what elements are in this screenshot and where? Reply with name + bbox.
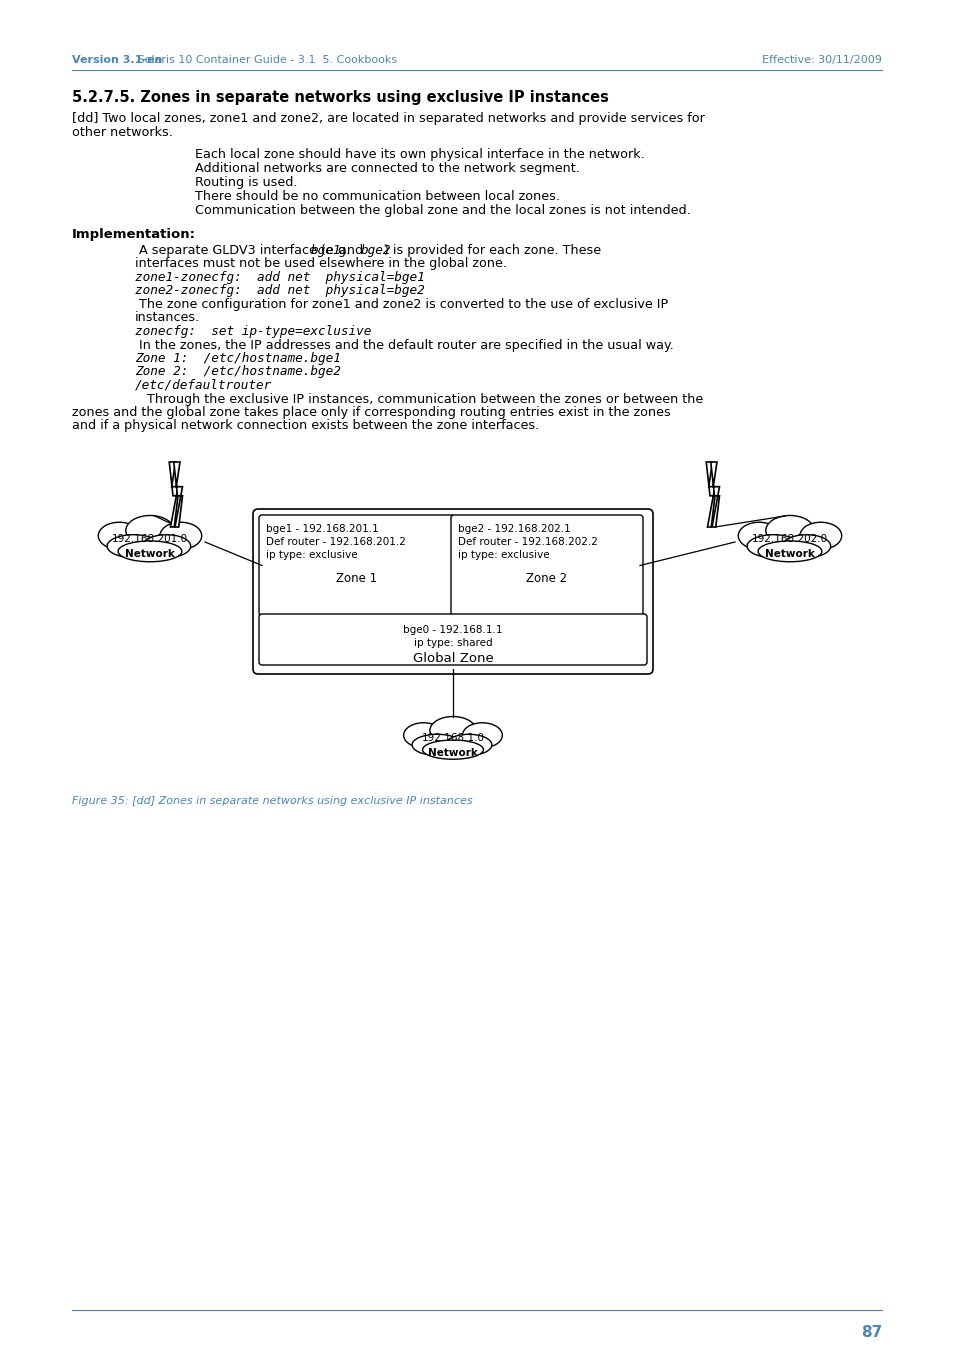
Ellipse shape xyxy=(422,740,483,759)
Ellipse shape xyxy=(430,716,476,744)
Text: [dd] Two local zones, zone1 and zone2, are located in separated networks and pro: [dd] Two local zones, zone1 and zone2, a… xyxy=(71,112,704,126)
Text: ) is provided for each zone. These: ) is provided for each zone. These xyxy=(384,245,600,257)
Text: bge2 - 192.168.202.1: bge2 - 192.168.202.1 xyxy=(457,524,570,534)
Text: and: and xyxy=(335,245,367,257)
Text: There should be no communication between local zones.: There should be no communication between… xyxy=(194,190,559,203)
Text: Def router - 192.168.201.2: Def router - 192.168.201.2 xyxy=(266,536,405,547)
Text: Through the exclusive IP instances, communication between the zones or between t: Through the exclusive IP instances, comm… xyxy=(135,393,702,407)
FancyBboxPatch shape xyxy=(451,515,642,616)
Text: Version 3.1-en: Version 3.1-en xyxy=(71,55,162,65)
Text: zone2-zonecfg:  add net  physical=bge2: zone2-zonecfg: add net physical=bge2 xyxy=(135,284,424,297)
Text: Solaris 10 Container Guide - 3.1  5. Cookbooks: Solaris 10 Container Guide - 3.1 5. Cook… xyxy=(133,55,396,65)
Ellipse shape xyxy=(142,535,191,558)
Text: Routing is used.: Routing is used. xyxy=(194,176,297,189)
Text: 87: 87 xyxy=(860,1325,882,1340)
Ellipse shape xyxy=(738,523,780,550)
Text: Implementation:: Implementation: xyxy=(71,228,195,240)
Text: Zone 2: Zone 2 xyxy=(526,571,567,585)
Text: 192.168.202.0: 192.168.202.0 xyxy=(751,534,827,544)
Text: bge1 - 192.168.201.1: bge1 - 192.168.201.1 xyxy=(266,524,378,534)
Ellipse shape xyxy=(799,523,841,550)
Text: Network: Network xyxy=(125,549,174,559)
Text: Zone 1:  /etc/hostname.bge1: Zone 1: /etc/hostname.bge1 xyxy=(135,353,340,365)
Text: Figure 35: [dd] Zones in separate networks using exclusive IP instances: Figure 35: [dd] Zones in separate networ… xyxy=(71,796,472,807)
Text: zones and the global zone takes place only if corresponding routing entries exis: zones and the global zone takes place on… xyxy=(71,407,670,419)
Text: bge0 - 192.168.1.1: bge0 - 192.168.1.1 xyxy=(403,626,502,635)
Text: Each local zone should have its own physical interface in the network.: Each local zone should have its own phys… xyxy=(194,149,644,161)
Polygon shape xyxy=(169,462,178,527)
Text: interfaces must not be used elsewhere in the global zone.: interfaces must not be used elsewhere in… xyxy=(135,257,506,270)
Text: Network: Network xyxy=(428,748,477,758)
Text: ip type: exclusive: ip type: exclusive xyxy=(457,550,549,561)
Text: Zone 2:  /etc/hostname.bge2: Zone 2: /etc/hostname.bge2 xyxy=(135,365,340,378)
Text: 192.168.201.0: 192.168.201.0 xyxy=(112,534,188,544)
Text: 5.2.7.5. Zones in separate networks using exclusive IP instances: 5.2.7.5. Zones in separate networks usin… xyxy=(71,91,608,105)
Text: Zone 1: Zone 1 xyxy=(336,571,377,585)
Text: ip type: exclusive: ip type: exclusive xyxy=(266,550,357,561)
Text: Communication between the global zone and the local zones is not intended.: Communication between the global zone an… xyxy=(194,204,690,218)
Text: and if a physical network connection exists between the zone interfaces.: and if a physical network connection exi… xyxy=(71,419,538,432)
Text: Effective: 30/11/2009: Effective: 30/11/2009 xyxy=(761,55,882,65)
Ellipse shape xyxy=(98,523,140,550)
Text: Additional networks are connected to the network segment.: Additional networks are connected to the… xyxy=(194,162,579,176)
Text: Network: Network xyxy=(764,549,814,559)
Polygon shape xyxy=(173,462,182,527)
Ellipse shape xyxy=(403,723,443,747)
Text: 192.168.1.0: 192.168.1.0 xyxy=(421,734,484,743)
Text: zone1-zonecfg:  add net  physical=bge1: zone1-zonecfg: add net physical=bge1 xyxy=(135,272,424,284)
Text: In the zones, the IP addresses and the default router are specified in the usual: In the zones, the IP addresses and the d… xyxy=(135,339,673,353)
Text: Global Zone: Global Zone xyxy=(413,653,493,665)
Text: /etc/defaultrouter: /etc/defaultrouter xyxy=(135,378,272,390)
Polygon shape xyxy=(710,462,719,527)
FancyBboxPatch shape xyxy=(253,509,652,674)
Text: Def router - 192.168.202.2: Def router - 192.168.202.2 xyxy=(457,536,598,547)
Ellipse shape xyxy=(412,735,462,755)
FancyBboxPatch shape xyxy=(258,613,646,665)
Polygon shape xyxy=(705,462,714,527)
Ellipse shape xyxy=(765,516,813,546)
Text: bge2: bge2 xyxy=(360,245,391,257)
Ellipse shape xyxy=(118,540,182,562)
Text: bge1: bge1 xyxy=(311,245,341,257)
Text: other networks.: other networks. xyxy=(71,126,172,139)
Ellipse shape xyxy=(462,723,502,747)
Ellipse shape xyxy=(758,540,821,562)
FancyBboxPatch shape xyxy=(258,515,455,616)
Text: zonecfg:  set ip-type=exclusive: zonecfg: set ip-type=exclusive xyxy=(135,326,371,338)
Text: ip type: shared: ip type: shared xyxy=(414,638,492,648)
Text: A separate GLDV3 interface (e.g.: A separate GLDV3 interface (e.g. xyxy=(135,245,354,257)
Text: The zone configuration for zone1 and zone2 is converted to the use of exclusive : The zone configuration for zone1 and zon… xyxy=(135,299,667,311)
Ellipse shape xyxy=(107,535,160,558)
Ellipse shape xyxy=(781,535,830,558)
Ellipse shape xyxy=(160,523,201,550)
Text: instances.: instances. xyxy=(135,311,200,324)
Ellipse shape xyxy=(746,535,799,558)
Ellipse shape xyxy=(445,735,492,755)
Ellipse shape xyxy=(126,516,174,546)
